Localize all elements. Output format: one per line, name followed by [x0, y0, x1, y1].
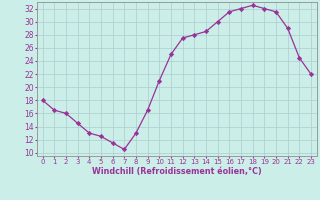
X-axis label: Windchill (Refroidissement éolien,°C): Windchill (Refroidissement éolien,°C)	[92, 167, 262, 176]
